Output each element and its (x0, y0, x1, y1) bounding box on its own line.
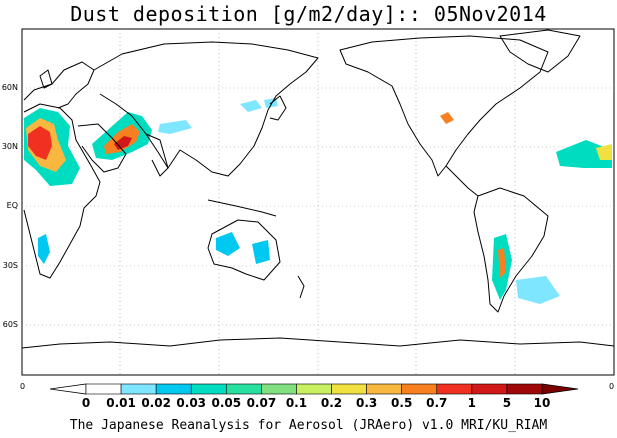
colorbar-tick-label: 0.5 (391, 396, 413, 410)
colorbar-arrow-high (541, 383, 579, 395)
coast-uk (39, 69, 53, 89)
coast-north-america (339, 35, 549, 177)
dust-mongolia (240, 100, 262, 112)
coast-asia (93, 41, 319, 177)
colorbar-bin (436, 383, 473, 395)
colorbar-bin (190, 383, 227, 395)
coast-australia (207, 219, 281, 281)
colorbar-bin (366, 383, 402, 395)
coast-africa (23, 103, 101, 279)
colorbar-tick-label: 0.1 (285, 396, 308, 410)
lat-label-60s: 60S (2, 320, 18, 329)
coastlines (21, 29, 615, 349)
colorbar-tick-label: 0.07 (246, 396, 277, 410)
colorbar-bin (471, 383, 508, 395)
dust-central-asia (158, 120, 192, 134)
coast-greenland (499, 29, 581, 73)
colorbar-tick-label: 0.02 (141, 396, 171, 410)
coast-new-zealand (297, 275, 305, 299)
colorbar-tick-label: 0 (81, 396, 91, 410)
colorbar-bin (401, 383, 438, 395)
dust-south-atlantic (516, 276, 560, 304)
dust-deposition-fields (24, 98, 612, 304)
coast-indonesia (207, 199, 277, 217)
lat-label-30n: 30N (1, 142, 18, 151)
colorbar-tick-label: 0.2 (320, 396, 343, 410)
colorbar-bin (155, 383, 192, 395)
colorbar-bin (226, 383, 262, 395)
colorbar-tick-label: 1 (467, 396, 477, 410)
coast-india (145, 133, 169, 177)
colorbar-tick-label: 0.3 (355, 396, 378, 410)
credit-line: The Japanese Reanalysis for Aerosol (JRA… (69, 418, 548, 433)
dust-atlantic-core (596, 144, 612, 160)
dust-atlantic (556, 140, 612, 168)
dust-sahara-peak (28, 126, 52, 160)
colorbar-bin (85, 383, 122, 395)
dust-patagonia-core (498, 248, 506, 278)
colorbar-tick-label: 10 (533, 396, 551, 410)
colorbar-arrow-low (49, 383, 87, 395)
coast-arabia (77, 123, 127, 173)
colorbar-bin (331, 383, 367, 395)
dust-south-africa (38, 234, 50, 264)
dust-australia-east (252, 240, 270, 264)
coast-central-america (445, 165, 479, 197)
colorbar-tick-label: 0.05 (211, 396, 242, 410)
map-title: Dust deposition [g/m2/day]:: 05Nov2014 (70, 2, 547, 26)
coast-europe (23, 61, 95, 109)
colorbar-bin (506, 383, 543, 395)
colorbar (49, 383, 579, 395)
colorbar-tick-label: 5 (502, 396, 512, 410)
edge-label-right: 0 (609, 382, 615, 391)
coast-japan (269, 95, 287, 121)
dust-north-america (440, 112, 454, 124)
dust-arabia-peak (114, 136, 132, 150)
colorbar-bin (296, 383, 332, 395)
colorbar-bin (120, 383, 157, 395)
coast-south-america (473, 187, 549, 313)
colorbar-tick-label: 0.03 (176, 396, 207, 410)
colorbar-tick-label: 0.01 (106, 396, 136, 410)
colorbar-bin (261, 383, 297, 395)
lat-label-60n: 60N (1, 83, 18, 92)
coast-antarctica (21, 337, 615, 349)
lat-label-eq: EQ (6, 201, 18, 210)
colorbar-tick-label: 0.7 (426, 396, 448, 410)
lat-label-30s: 30S (2, 261, 18, 270)
edge-label-left: 0 (20, 382, 26, 391)
dust-australia-west (216, 232, 240, 256)
